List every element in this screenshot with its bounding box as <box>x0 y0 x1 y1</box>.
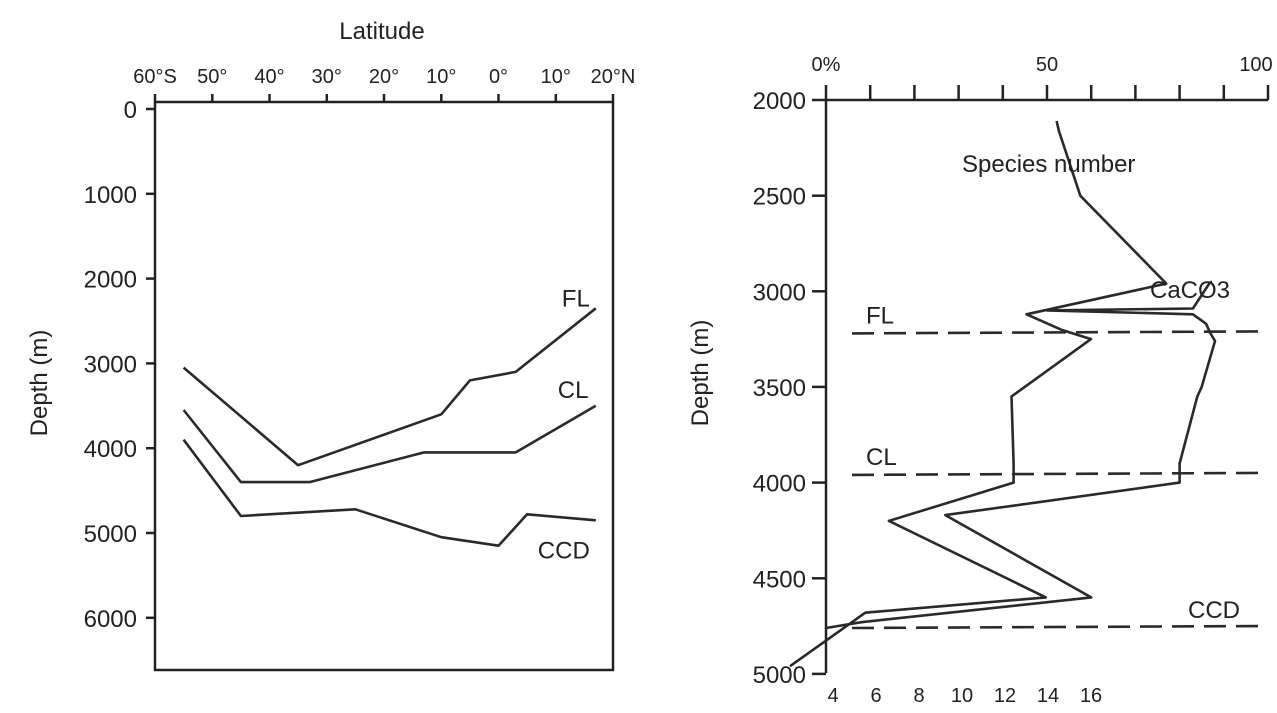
left-x-ticks <box>153 94 615 102</box>
left-x-tick-label: 0° <box>489 66 508 88</box>
reference-line-ccd <box>851 624 1267 630</box>
right-ylabel: Depth (m) <box>687 320 714 427</box>
reference-line-fl <box>851 330 1267 335</box>
series-fl-line <box>182 307 597 467</box>
left-x-tick-label: 40° <box>254 66 284 88</box>
right-bottom-tick-label: 10 <box>951 685 973 707</box>
reference-label-fl: FL <box>866 302 894 329</box>
left-x-tick-label: 50° <box>197 66 227 88</box>
reference-label-ccd: CCD <box>1188 597 1240 624</box>
right-y-tick-labels: 2000 2500 3000 3500 4000 4500 5000 <box>753 88 806 689</box>
left-y-tick-label: 4000 <box>84 436 137 463</box>
left-y-tick-label: 6000 <box>84 606 137 633</box>
left-y-tick-label: 2000 <box>84 267 137 294</box>
left-y-tick-label: 1000 <box>84 182 137 209</box>
series-fl-label: FL <box>562 285 590 312</box>
right-top-ticks <box>824 85 1270 100</box>
reference-line-cl <box>851 471 1267 477</box>
right-bottom-tick-label: 16 <box>1080 685 1102 707</box>
latitude-depth-chart: Latitude 60°S 50° 40° 30° 20° 10° 0° 10° 20°N De… <box>26 18 635 672</box>
right-bottom-tick-labels: 4 6 8 10 12 14 16 <box>827 685 1102 707</box>
left-x-tick-labels: 60°S 50° 40° 30° 20° 10° 0° 10° 20°N <box>133 66 635 88</box>
right-top-tick-label: 0% <box>812 54 841 76</box>
left-y-tick-labels: 0 1000 2000 3000 4000 5000 6000 <box>84 97 137 633</box>
right-bottom-tick-label: 14 <box>1037 685 1059 707</box>
depth-profile-chart: 0% 50 100 Depth (m) 2000 2500 3000 3500 4000 45… <box>687 54 1273 707</box>
left-y-ticks <box>146 107 155 620</box>
series-caco3-label: CaCO3 <box>1150 277 1230 304</box>
right-y-tick-label: 2500 <box>753 184 806 211</box>
right-y-tick-label: 4500 <box>753 566 806 593</box>
left-y-tick-label: 3000 <box>84 351 137 378</box>
right-reference-lines: FL CL CCD <box>851 302 1267 630</box>
reference-label-cl: CL <box>866 444 897 471</box>
left-y-tick-label: 5000 <box>84 521 137 548</box>
right-y-tick-label: 5000 <box>753 662 806 689</box>
right-y-ticks <box>812 98 826 676</box>
right-top-tick-label: 50 <box>1036 54 1058 76</box>
right-bottom-tick-label: 12 <box>994 685 1016 707</box>
series-cl-line <box>182 404 597 484</box>
right-bottom-tick-label: 4 <box>827 685 838 707</box>
left-x-tick-label: 60°S <box>133 66 177 88</box>
series-species-number-label: Species number <box>962 151 1135 178</box>
series-cl-label: CL <box>558 377 589 404</box>
left-y-tick-label: 0 <box>124 97 137 124</box>
right-top-tick-labels: 0% 50 100 <box>812 54 1273 76</box>
right-top-tick-label: 100 <box>1239 54 1272 76</box>
left-x-tick-label: 20° <box>369 66 399 88</box>
series-ccd-label: CCD <box>538 537 590 564</box>
right-y-tick-label: 2000 <box>753 88 806 115</box>
left-series: FL CL CCD <box>182 285 597 564</box>
left-x-tick-label: 10° <box>426 66 456 88</box>
left-x-tick-label: 10° <box>541 66 571 88</box>
right-y-tick-label: 3000 <box>753 279 806 306</box>
left-x-tick-label: 30° <box>312 66 342 88</box>
left-ylabel: Depth (m) <box>26 330 53 437</box>
left-x-tick-label: 20°N <box>591 66 636 88</box>
left-xlabel: Latitude <box>339 18 424 45</box>
right-series: Species number CaCO3 <box>789 120 1230 668</box>
right-y-tick-label: 4000 <box>753 471 806 498</box>
left-plot-frame <box>153 100 615 672</box>
right-y-tick-label: 3500 <box>753 375 806 402</box>
series-caco3-line <box>825 280 1217 630</box>
series-species-number-line <box>789 120 1168 668</box>
right-bottom-tick-label: 6 <box>870 685 881 707</box>
right-bottom-tick-label: 8 <box>913 685 924 707</box>
series-ccd-line <box>182 438 596 548</box>
